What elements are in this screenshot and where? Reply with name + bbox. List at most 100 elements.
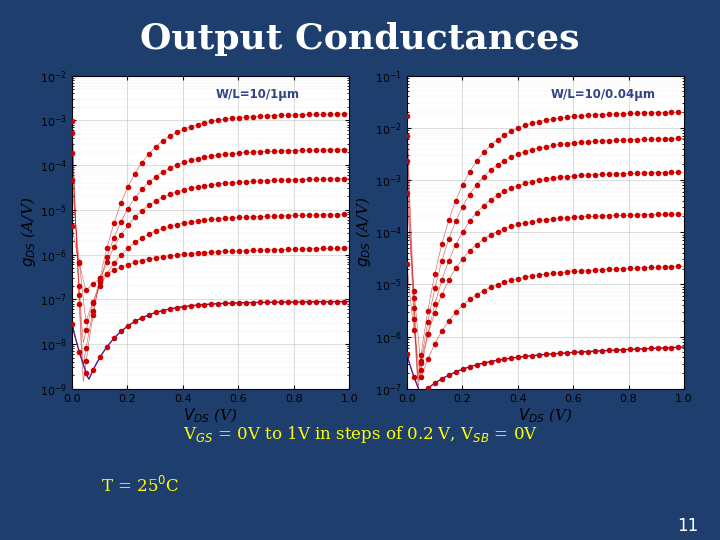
Point <box>617 264 629 273</box>
Point <box>652 263 663 272</box>
Point <box>269 212 280 220</box>
Point <box>102 253 113 262</box>
Point <box>526 352 538 360</box>
Point <box>220 247 231 256</box>
Point <box>171 187 182 196</box>
Point <box>422 306 433 315</box>
Point <box>87 280 99 288</box>
Point <box>310 298 322 306</box>
Point <box>220 150 231 159</box>
Point <box>568 213 580 221</box>
Point <box>136 185 148 194</box>
Point <box>568 348 580 357</box>
Point <box>254 246 266 254</box>
Point <box>624 345 636 354</box>
Point <box>233 247 245 255</box>
Point <box>240 148 252 157</box>
Point <box>324 110 336 118</box>
Point <box>66 320 78 328</box>
Point <box>178 250 189 259</box>
Point <box>317 298 328 306</box>
Point <box>554 349 566 357</box>
Point <box>541 215 552 224</box>
Point <box>401 259 413 268</box>
Point <box>227 213 238 222</box>
Point <box>652 168 663 177</box>
Point <box>401 112 413 120</box>
Point <box>102 269 113 278</box>
Point <box>157 167 168 176</box>
Point <box>296 211 307 220</box>
Point <box>261 147 273 156</box>
Point <box>240 298 252 307</box>
Point <box>457 180 469 189</box>
Point <box>666 108 678 117</box>
Point <box>185 301 197 310</box>
Point <box>289 111 301 119</box>
Point <box>499 187 510 195</box>
Point <box>422 330 433 339</box>
Point <box>66 222 78 231</box>
Point <box>589 266 600 274</box>
Point <box>73 281 85 290</box>
Point <box>331 244 343 253</box>
Y-axis label: $g_{DS}$ (A/V): $g_{DS}$ (A/V) <box>354 197 373 267</box>
Point <box>143 230 155 238</box>
Point <box>492 191 503 199</box>
Text: T = 25$^0$C: T = 25$^0$C <box>101 476 179 496</box>
Point <box>199 118 210 127</box>
Point <box>659 109 670 117</box>
Point <box>227 114 238 123</box>
Point <box>164 190 176 199</box>
Point <box>526 145 538 154</box>
Point <box>275 298 287 306</box>
Point <box>338 210 349 219</box>
Point <box>289 298 301 306</box>
Point <box>108 243 120 252</box>
Point <box>526 272 538 280</box>
Point <box>659 168 670 177</box>
Point <box>282 176 294 184</box>
Point <box>282 111 294 119</box>
Point <box>338 174 349 183</box>
Point <box>199 300 210 309</box>
Point <box>296 298 307 306</box>
Point <box>471 180 482 189</box>
Point <box>541 270 552 279</box>
Point <box>192 120 203 129</box>
Point <box>178 125 189 133</box>
Point <box>617 109 629 118</box>
Point <box>282 298 294 306</box>
Point <box>631 264 642 272</box>
Point <box>73 259 85 267</box>
Point <box>296 176 307 184</box>
Point <box>610 346 621 354</box>
Point <box>478 201 490 210</box>
Point <box>443 316 454 325</box>
Point <box>233 299 245 307</box>
Point <box>408 303 420 312</box>
Point <box>185 249 197 258</box>
Point <box>157 252 168 261</box>
Point <box>436 375 448 383</box>
Point <box>568 172 580 180</box>
Point <box>547 214 559 223</box>
Point <box>87 307 99 315</box>
Point <box>199 153 210 161</box>
Point <box>464 217 475 226</box>
Point <box>73 300 85 308</box>
Text: W/L=10/0.04μm: W/L=10/0.04μm <box>551 88 656 101</box>
Point <box>408 326 420 334</box>
Point <box>492 356 503 364</box>
Point <box>624 109 636 118</box>
Point <box>143 310 155 319</box>
Text: Output Conductances: Output Conductances <box>140 22 580 56</box>
Point <box>645 109 657 117</box>
Point <box>478 359 490 367</box>
Point <box>464 190 475 199</box>
Point <box>513 353 524 361</box>
Point <box>296 245 307 253</box>
Point <box>227 299 238 307</box>
Text: 11: 11 <box>677 517 698 535</box>
Point <box>624 136 636 144</box>
